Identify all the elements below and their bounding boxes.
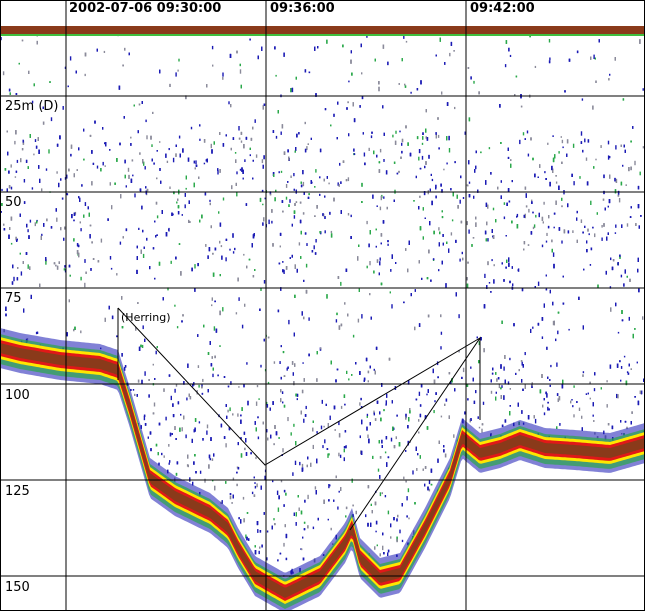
time-label-middle: 09:36:00 xyxy=(270,1,335,16)
depth-label-100: 100 xyxy=(5,388,30,403)
depth-label-50: 50 xyxy=(5,195,22,210)
herring-annotation: (Herring) xyxy=(121,311,171,324)
annotation-line-upper xyxy=(117,307,481,466)
time-label-end: 09:42:00 xyxy=(470,1,535,16)
time-label-start: 2002-07-06 09:30:00 xyxy=(69,1,222,16)
echo-noise-layer xyxy=(0,26,645,590)
depth-label-75: 75 xyxy=(5,291,22,306)
seabed-echo-layer xyxy=(0,328,645,611)
annotation-line-right xyxy=(349,336,481,531)
herring-annotation-lines xyxy=(117,307,481,531)
seabed-very-strong-band xyxy=(0,340,645,601)
depth-label-150: 150 xyxy=(5,580,30,595)
depth-label-125: 125 xyxy=(5,484,30,499)
depth-label-25: 25m (D) xyxy=(5,99,59,114)
